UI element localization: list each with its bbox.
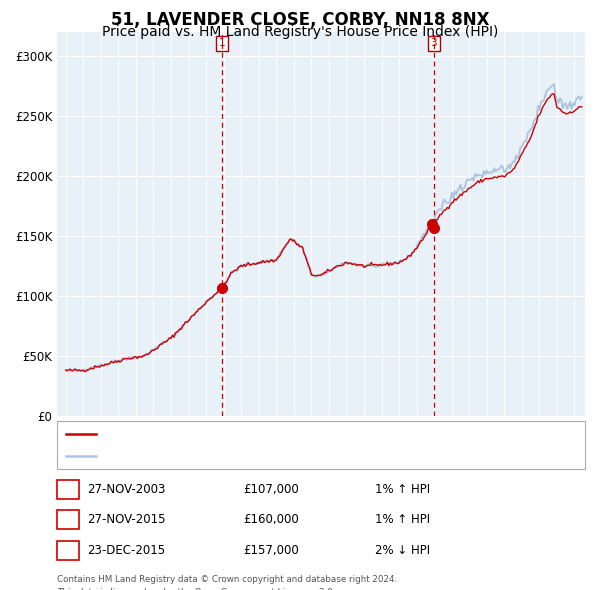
Text: 3: 3 [64,544,71,557]
Text: 2% ↓ HPI: 2% ↓ HPI [375,544,430,557]
Text: £157,000: £157,000 [243,544,299,557]
Text: 51, LAVENDER CLOSE, CORBY, NN18 8NX (semi-detached house): 51, LAVENDER CLOSE, CORBY, NN18 8NX (sem… [102,429,458,439]
Text: This data is licensed under the Open Government Licence v3.0.: This data is licensed under the Open Gov… [57,588,335,590]
Text: £107,000: £107,000 [243,483,299,496]
Text: 1: 1 [218,38,225,48]
Text: Price paid vs. HM Land Registry's House Price Index (HPI): Price paid vs. HM Land Registry's House … [102,25,498,39]
Text: 1: 1 [64,483,71,496]
Text: 3: 3 [430,38,437,48]
Text: £160,000: £160,000 [243,513,299,526]
Text: Contains HM Land Registry data © Crown copyright and database right 2024.: Contains HM Land Registry data © Crown c… [57,575,397,584]
Text: 23-DEC-2015: 23-DEC-2015 [87,544,165,557]
Text: 2: 2 [64,513,71,526]
Text: 1% ↑ HPI: 1% ↑ HPI [375,513,430,526]
Text: HPI: Average price, semi-detached house, North Northamptonshire: HPI: Average price, semi-detached house,… [102,451,468,461]
Text: 27-NOV-2003: 27-NOV-2003 [87,483,166,496]
Text: 1% ↑ HPI: 1% ↑ HPI [375,483,430,496]
Text: 51, LAVENDER CLOSE, CORBY, NN18 8NX: 51, LAVENDER CLOSE, CORBY, NN18 8NX [111,11,489,29]
Text: 27-NOV-2015: 27-NOV-2015 [87,513,166,526]
